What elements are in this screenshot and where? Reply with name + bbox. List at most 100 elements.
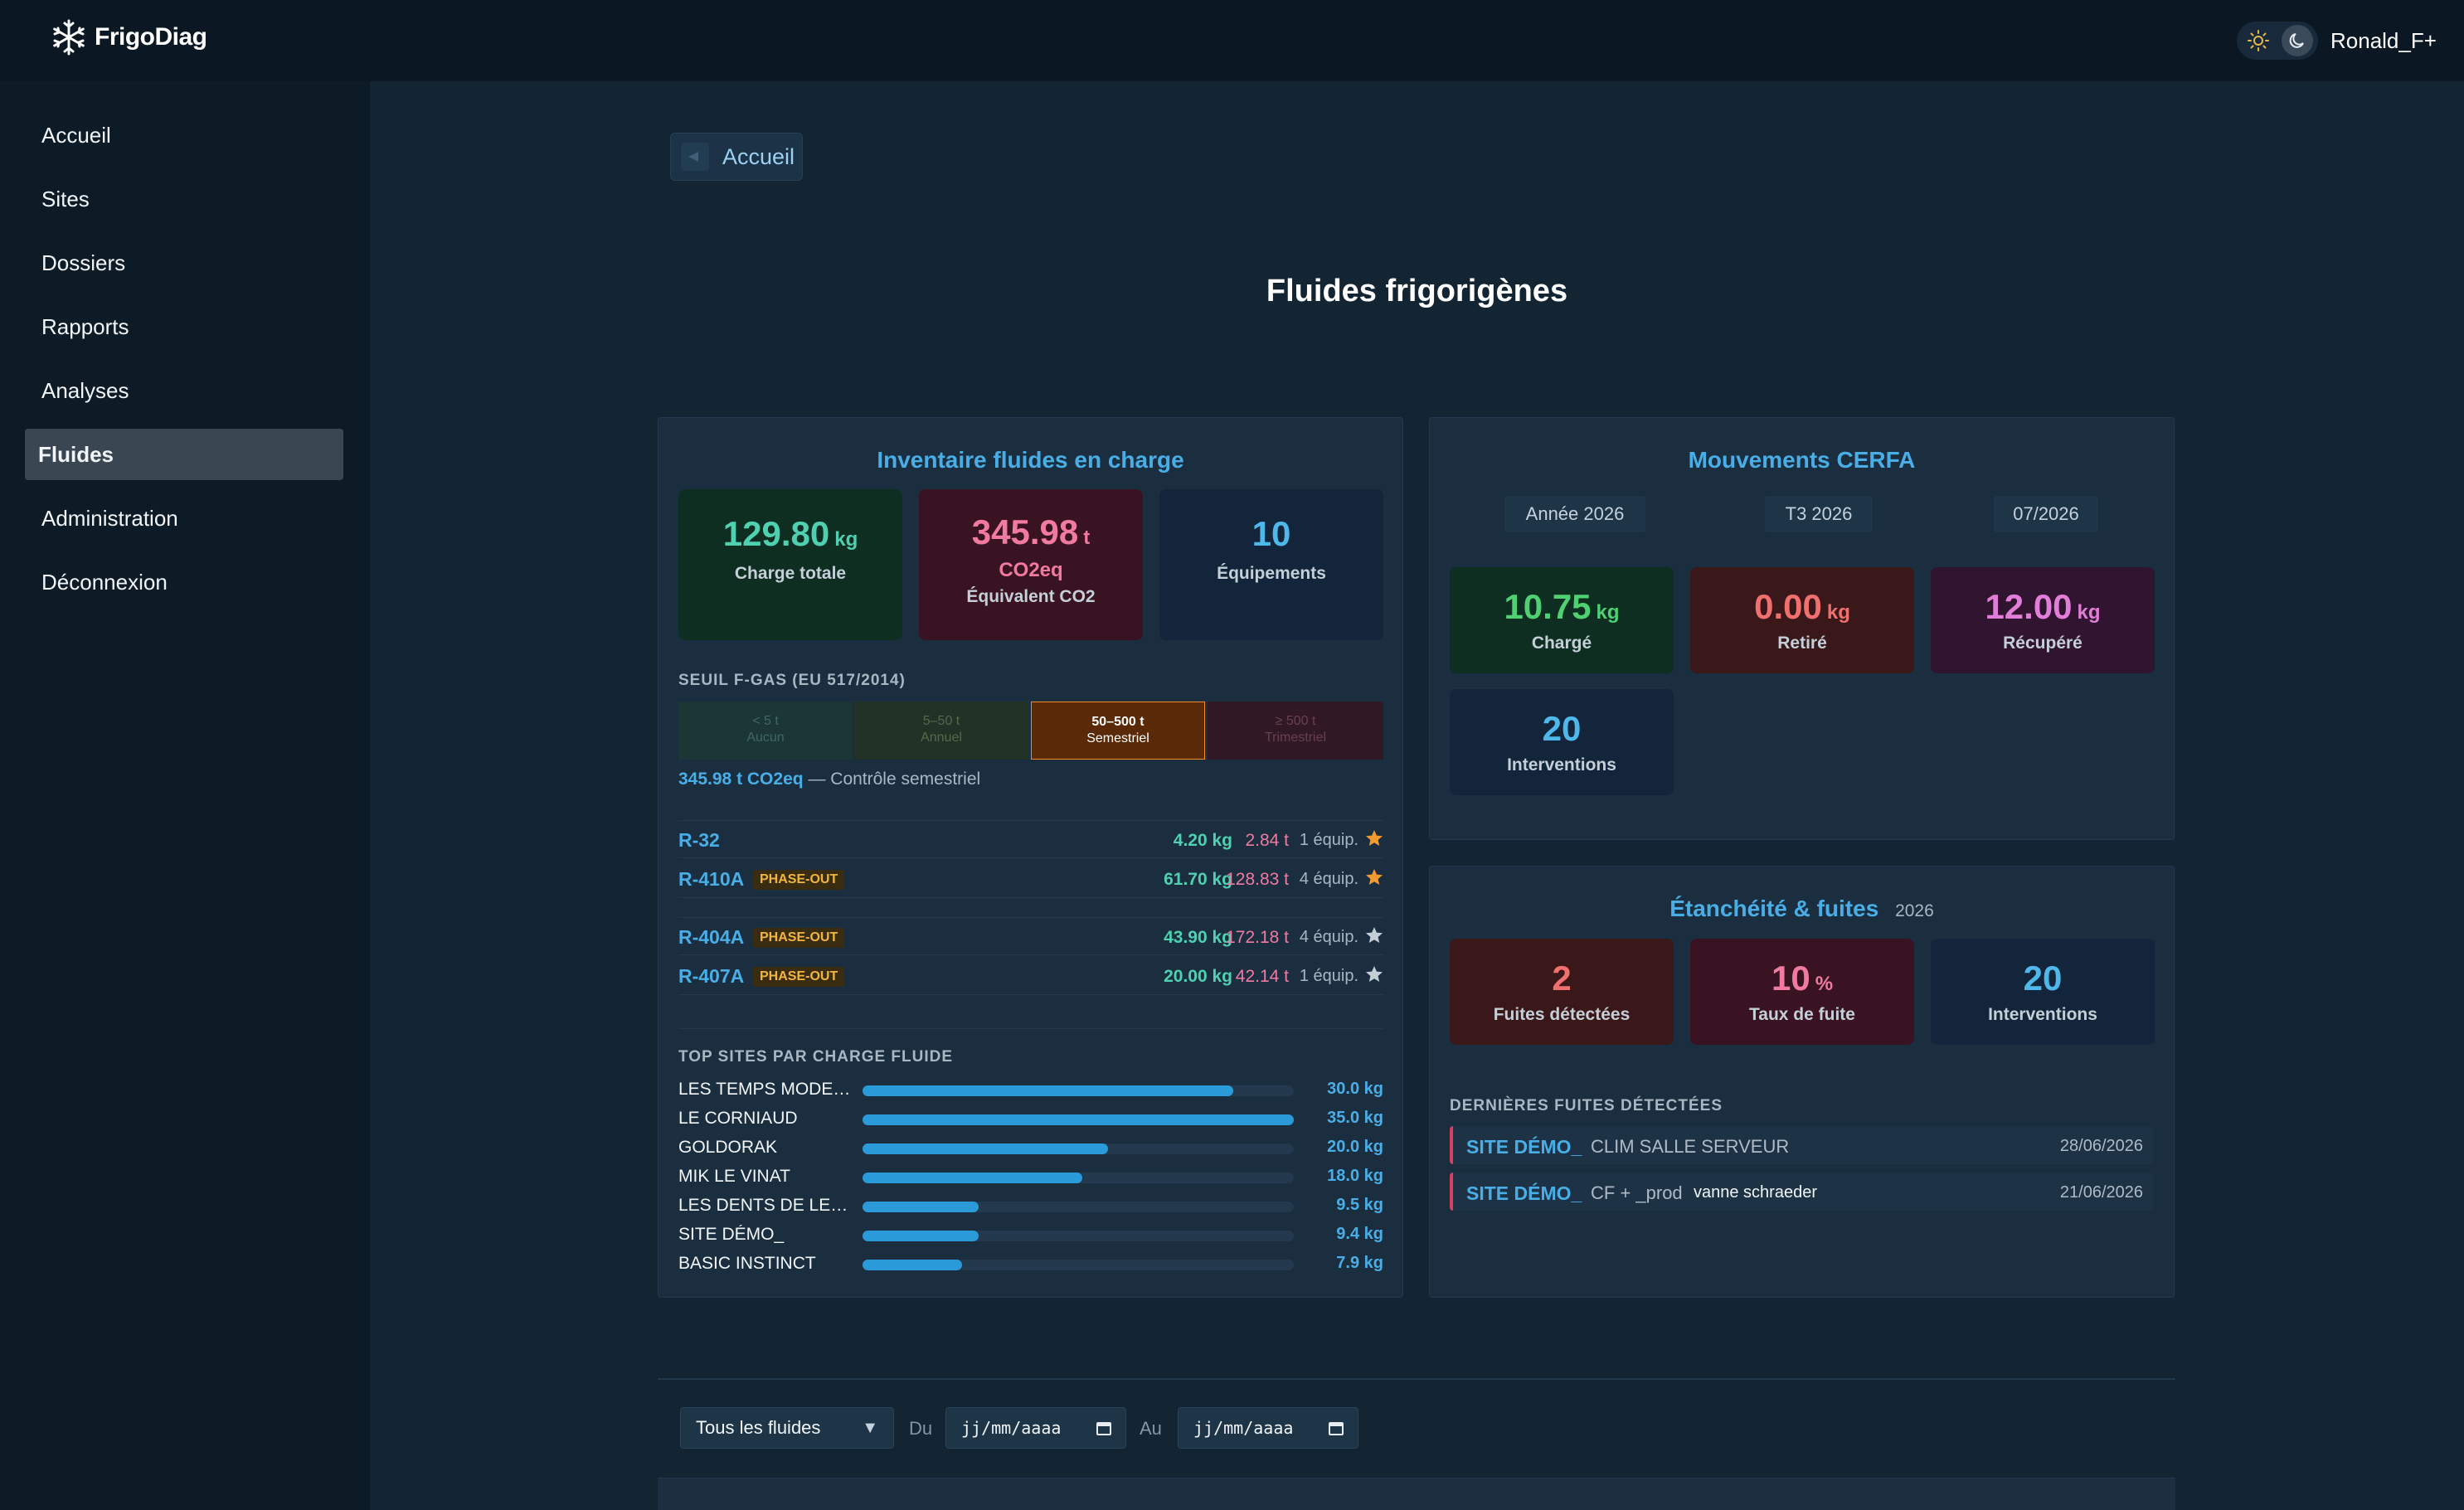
stat-fuites-detectees: 2 Fuites détectées — [1450, 939, 1674, 1045]
fluid-name[interactable]: R-410A — [678, 868, 745, 890]
leak-row[interactable]: SITE DÉMO_ CF + _prod vanne schraeder 21… — [1450, 1173, 2153, 1211]
leak-row[interactable]: SITE DÉMO_ CLIM SALLE SERVEUR 28/06/2026 — [1450, 1126, 2153, 1164]
stat-unit: kg — [2077, 601, 2101, 624]
sun-icon[interactable] — [2247, 29, 2270, 52]
sidebar-item-administration[interactable]: Administration — [41, 505, 178, 531]
fluid-row-r407a[interactable]: R-407A PHASE-OUT 20.00 kg 42.14 t 1 équi… — [678, 957, 1383, 995]
stat-recupere: 12.00 kg Récupéré — [1931, 567, 2155, 673]
period-tag-mois[interactable]: 07/2026 — [1994, 496, 2098, 532]
top-site-bar-fill — [863, 1202, 979, 1212]
seuil-summary: 345.98 t CO2eq — Contrôle semestriel — [678, 770, 980, 789]
seuil-segment-trimestriel: ≥ 500 t Trimestriel — [1208, 702, 1383, 760]
period-tag-trimestre[interactable]: T3 2026 — [1765, 496, 1873, 532]
top-site-name[interactable]: MIK LE VINAT — [678, 1167, 790, 1186]
top-site-bar-fill — [863, 1173, 1083, 1183]
page-title: Fluides frigorigènes — [1266, 274, 1568, 308]
top-site-row[interactable]: MIK LE VINAT 18.0 kg — [678, 1163, 1383, 1192]
top-site-name[interactable]: GOLDORAK — [678, 1138, 778, 1157]
fluid-filter-select[interactable]: Tous les fluides ▼ — [680, 1407, 894, 1449]
fluid-co2t: 128.83 t — [1226, 870, 1289, 889]
top-site-row[interactable]: BASIC INSTINCT 7.9 kg — [678, 1250, 1383, 1279]
inventory-title: Inventaire fluides en charge — [877, 447, 1184, 473]
calendar-icon[interactable] — [1328, 1420, 1344, 1436]
fluid-name[interactable]: R-32 — [678, 829, 720, 851]
stat-charge-totale: 129.80 kg Charge totale — [678, 489, 902, 640]
leaks-year: 2026 — [1895, 901, 1934, 920]
leak-date: 28/06/2026 — [2059, 1137, 2143, 1155]
top-site-value: 9.4 kg — [1336, 1225, 1383, 1243]
theme-toggle[interactable] — [2237, 22, 2318, 60]
stat-value: 345.98 — [971, 512, 1079, 551]
top-site-name[interactable]: BASIC INSTINCT — [678, 1254, 816, 1273]
top-site-row[interactable]: LE CORNIAUD 35.0 kg — [678, 1105, 1383, 1134]
top-site-row[interactable]: SITE DÉMO_ 9.4 kg — [678, 1221, 1383, 1250]
leak-date: 21/06/2026 — [2059, 1183, 2143, 1202]
stat-value: 10.75 — [1504, 587, 1592, 626]
sidebar-item-dossiers[interactable]: Dossiers — [41, 250, 126, 275]
leak-site[interactable]: SITE DÉMO_ — [1466, 1136, 1582, 1158]
stat-taux-de-fuite: 10% Taux de fuite — [1690, 939, 1914, 1045]
top-site-bar-track — [863, 1202, 1294, 1212]
fluid-name[interactable]: R-407A — [678, 965, 745, 987]
top-site-value: 9.5 kg — [1336, 1196, 1383, 1214]
fluid-kg: 43.90 kg — [1164, 928, 1232, 947]
top-site-bar-fill — [863, 1231, 979, 1241]
back-button[interactable]: Accueil — [670, 133, 803, 181]
stat-label: Récupéré — [2003, 634, 2082, 653]
calendar-icon[interactable] — [1096, 1420, 1112, 1436]
stat-value: 20 — [2023, 959, 2063, 998]
fluid-row-r404a[interactable]: R-404A PHASE-OUT 43.90 kg 172.18 t 4 équ… — [678, 917, 1383, 955]
top-site-row[interactable]: LES TEMPS MODE… 30.0 kg — [678, 1076, 1383, 1105]
top-site-value: 20.0 kg — [1327, 1138, 1383, 1156]
stat-value: 10 — [1771, 959, 1810, 998]
leak-equipment: CLIM SALLE SERVEUR — [1591, 1136, 1790, 1157]
period-tag-annee[interactable]: Année 2026 — [1504, 496, 1645, 532]
sidebar-item-rapports[interactable]: Rapports — [41, 313, 129, 339]
seuil-segment-annuel: 5–50 t Annuel — [854, 702, 1028, 760]
star-filled-icon[interactable] — [1365, 868, 1383, 886]
top-site-row[interactable]: LES DENTS DE LE… 9.5 kg — [678, 1192, 1383, 1221]
stat-label: Taux de fuite — [1749, 1005, 1855, 1024]
stat-value: 0.00 — [1754, 587, 1822, 626]
stat-label: Chargé — [1531, 634, 1592, 653]
star-filled-icon[interactable] — [1365, 829, 1383, 847]
stat-equipements: 10 Équipements — [1159, 489, 1383, 640]
top-site-bar-fill — [863, 1114, 1294, 1125]
sidebar-item-deconnexion[interactable]: Déconnexion — [41, 569, 168, 595]
stat-value: 2 — [1552, 959, 1572, 998]
fluid-equip-count: 1 équip. — [1299, 967, 1358, 985]
logo[interactable]: FrigoDiag — [50, 17, 207, 58]
top-site-name[interactable]: LES DENTS DE LE… — [678, 1196, 848, 1215]
star-outline-icon[interactable] — [1365, 926, 1383, 944]
fluid-kg: 20.00 kg — [1164, 967, 1232, 986]
sidebar-item-sites[interactable]: Sites — [41, 186, 90, 211]
divider — [658, 1378, 2175, 1380]
top-site-row[interactable]: GOLDORAK 20.0 kg — [678, 1134, 1383, 1163]
seuil-segment-aucun: < 5 t Aucun — [678, 702, 853, 760]
leak-site[interactable]: SITE DÉMO_ — [1466, 1182, 1582, 1204]
dark-mode-button[interactable] — [2282, 25, 2313, 56]
sidebar-item-analyses[interactable]: Analyses — [41, 377, 129, 403]
date-from-input[interactable]: jj/mm/aaaa — [945, 1407, 1126, 1449]
fluid-row-r410a[interactable]: R-410A PHASE-OUT 61.70 kg 128.83 t 4 équ… — [678, 860, 1383, 898]
top-site-bar-fill — [863, 1260, 962, 1270]
fluid-row-r32[interactable]: R-32 4.20 kg 2.84 t 1 équip. — [678, 820, 1383, 858]
top-site-bar-track — [863, 1260, 1294, 1270]
date-to-input[interactable]: jj/mm/aaaa — [1178, 1407, 1358, 1449]
top-site-bar-fill — [863, 1143, 1109, 1154]
user-menu[interactable]: Ronald_F+ — [2330, 28, 2437, 53]
top-site-name[interactable]: SITE DÉMO_ — [678, 1225, 785, 1244]
seuil-caption: SEUIL F-GAS (EU 517/2014) — [678, 672, 906, 689]
stat-value: 20 — [1542, 709, 1582, 748]
star-outline-icon[interactable] — [1365, 965, 1383, 983]
top-site-name[interactable]: LES TEMPS MODE… — [678, 1080, 851, 1099]
date-to-placeholder: jj/mm/aaaa — [1193, 1418, 1294, 1438]
sidebar-item-accueil[interactable]: Accueil — [41, 122, 111, 148]
seuil-range: ≥ 500 t — [1275, 714, 1316, 728]
top-site-name[interactable]: LE CORNIAUD — [678, 1109, 798, 1128]
leak-detail: vanne schraeder — [1694, 1183, 1817, 1202]
fluid-name[interactable]: R-404A — [678, 926, 745, 948]
fluid-co2t: 42.14 t — [1235, 967, 1289, 986]
seuil-label: Trimestriel — [1264, 731, 1327, 745]
sidebar-item-fluides[interactable]: Fluides — [25, 429, 343, 480]
